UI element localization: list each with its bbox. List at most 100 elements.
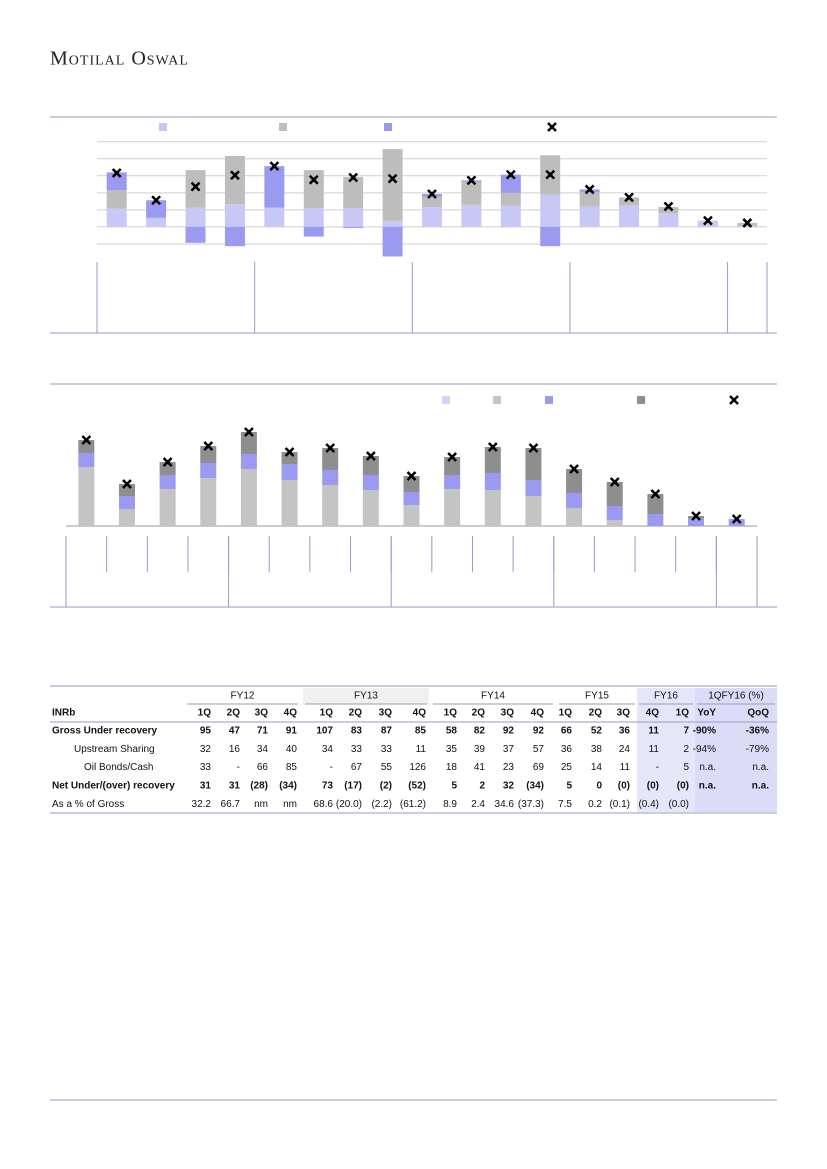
cell: 71 (257, 726, 269, 737)
legend-swatch (279, 123, 287, 131)
cell: 85 (286, 762, 298, 773)
cell: 31 (200, 781, 212, 792)
column-header: 2Q (349, 708, 363, 719)
group-header: FY12 (231, 691, 255, 702)
cell: n.a. (699, 781, 716, 792)
cell: n.a. (699, 762, 716, 773)
cell: 83 (351, 726, 363, 737)
cell: 2 (683, 744, 689, 755)
cell: - (237, 762, 240, 773)
cell: 32 (200, 744, 212, 755)
bar-segment (484, 473, 501, 490)
cell: 33 (200, 762, 212, 773)
cell: 73 (322, 781, 334, 792)
column-header: 1Q (559, 708, 573, 719)
cell: 18 (446, 762, 458, 773)
cell: 11 (649, 744, 660, 755)
bar-segment (362, 490, 379, 526)
bar-segment (382, 149, 403, 221)
shade (303, 688, 429, 704)
cell: 87 (381, 726, 393, 737)
group-header: FY16 (654, 691, 678, 702)
column-header: 4Q (284, 708, 298, 719)
bar-segment (500, 174, 521, 193)
row-label: Oil Bonds/Cash (84, 762, 153, 773)
row-label: Upstream Sharing (74, 744, 155, 755)
cell: n.a. (752, 762, 769, 773)
bar-segment (281, 480, 298, 526)
cell: 107 (316, 726, 333, 737)
group-header: FY14 (481, 691, 505, 702)
cell: (34) (279, 781, 297, 792)
bar-segment (281, 464, 298, 480)
cell: 7 (683, 726, 689, 737)
cell: 33 (381, 744, 393, 755)
cell: 11 (620, 762, 631, 773)
marker-core (114, 170, 119, 175)
cell: - (656, 762, 659, 773)
marker-core (666, 204, 671, 209)
bar-segment (619, 205, 640, 227)
cell: (0.0) (668, 799, 689, 810)
brand: Motilal Oswal (50, 48, 189, 70)
cell: 126 (409, 762, 426, 773)
cell: 85 (415, 726, 427, 737)
cell: 57 (533, 744, 545, 755)
bar-segment (697, 220, 718, 227)
cell: 95 (200, 726, 212, 737)
cell: 14 (591, 762, 603, 773)
cell: -90% (693, 726, 716, 737)
cell: 8.9 (443, 799, 457, 810)
bar-segment (461, 181, 482, 205)
cell: (52) (408, 781, 426, 792)
column-header: 4Q (531, 708, 545, 719)
cell: 35 (446, 744, 458, 755)
cell: 34 (322, 744, 334, 755)
bar-segment (461, 204, 482, 227)
bar-segment (185, 207, 206, 227)
cell: 68.6 (314, 799, 334, 810)
marker-core (572, 467, 577, 471)
bar-segment (422, 196, 442, 208)
bar-segment (303, 170, 324, 209)
marker-core (368, 454, 373, 458)
cell: (0) (647, 781, 659, 792)
cell: 11 (416, 744, 427, 755)
cell: (37.3) (518, 799, 544, 810)
cell: 66 (561, 726, 573, 737)
bar-segment (500, 192, 521, 206)
row-label: Gross Under recovery (52, 726, 157, 737)
cell: (34) (526, 781, 544, 792)
bar-segment (200, 478, 217, 526)
bar-segment (647, 514, 664, 526)
legend-marker (729, 395, 739, 405)
cell: 47 (229, 726, 241, 737)
column-header: 4Q (646, 708, 660, 719)
cell: (2) (380, 781, 392, 792)
marker-core (409, 474, 414, 478)
column-header: 1Q (676, 708, 690, 719)
marker-core (287, 450, 292, 454)
group-header: 1QFY16 (%) (708, 691, 764, 702)
bar-segment (579, 192, 600, 207)
bar-segment (159, 489, 176, 526)
group-header: FY13 (354, 691, 378, 702)
cell: 40 (286, 744, 298, 755)
marker-core (311, 177, 316, 182)
cell: 16 (229, 744, 241, 755)
bar-segment (484, 447, 501, 473)
bar-segment (362, 456, 379, 475)
marker-core (328, 446, 333, 450)
bar-segment (540, 226, 561, 247)
bar-segment (106, 172, 127, 190)
bar-segment (484, 490, 501, 526)
group-header: FY15 (585, 691, 609, 702)
bar-segment (362, 475, 379, 490)
marker-core (390, 176, 395, 181)
bar-segment (444, 457, 461, 475)
bar-segment (200, 446, 217, 463)
bar-segment (566, 469, 583, 493)
cell: (0) (677, 781, 689, 792)
bar-segment (606, 506, 623, 520)
